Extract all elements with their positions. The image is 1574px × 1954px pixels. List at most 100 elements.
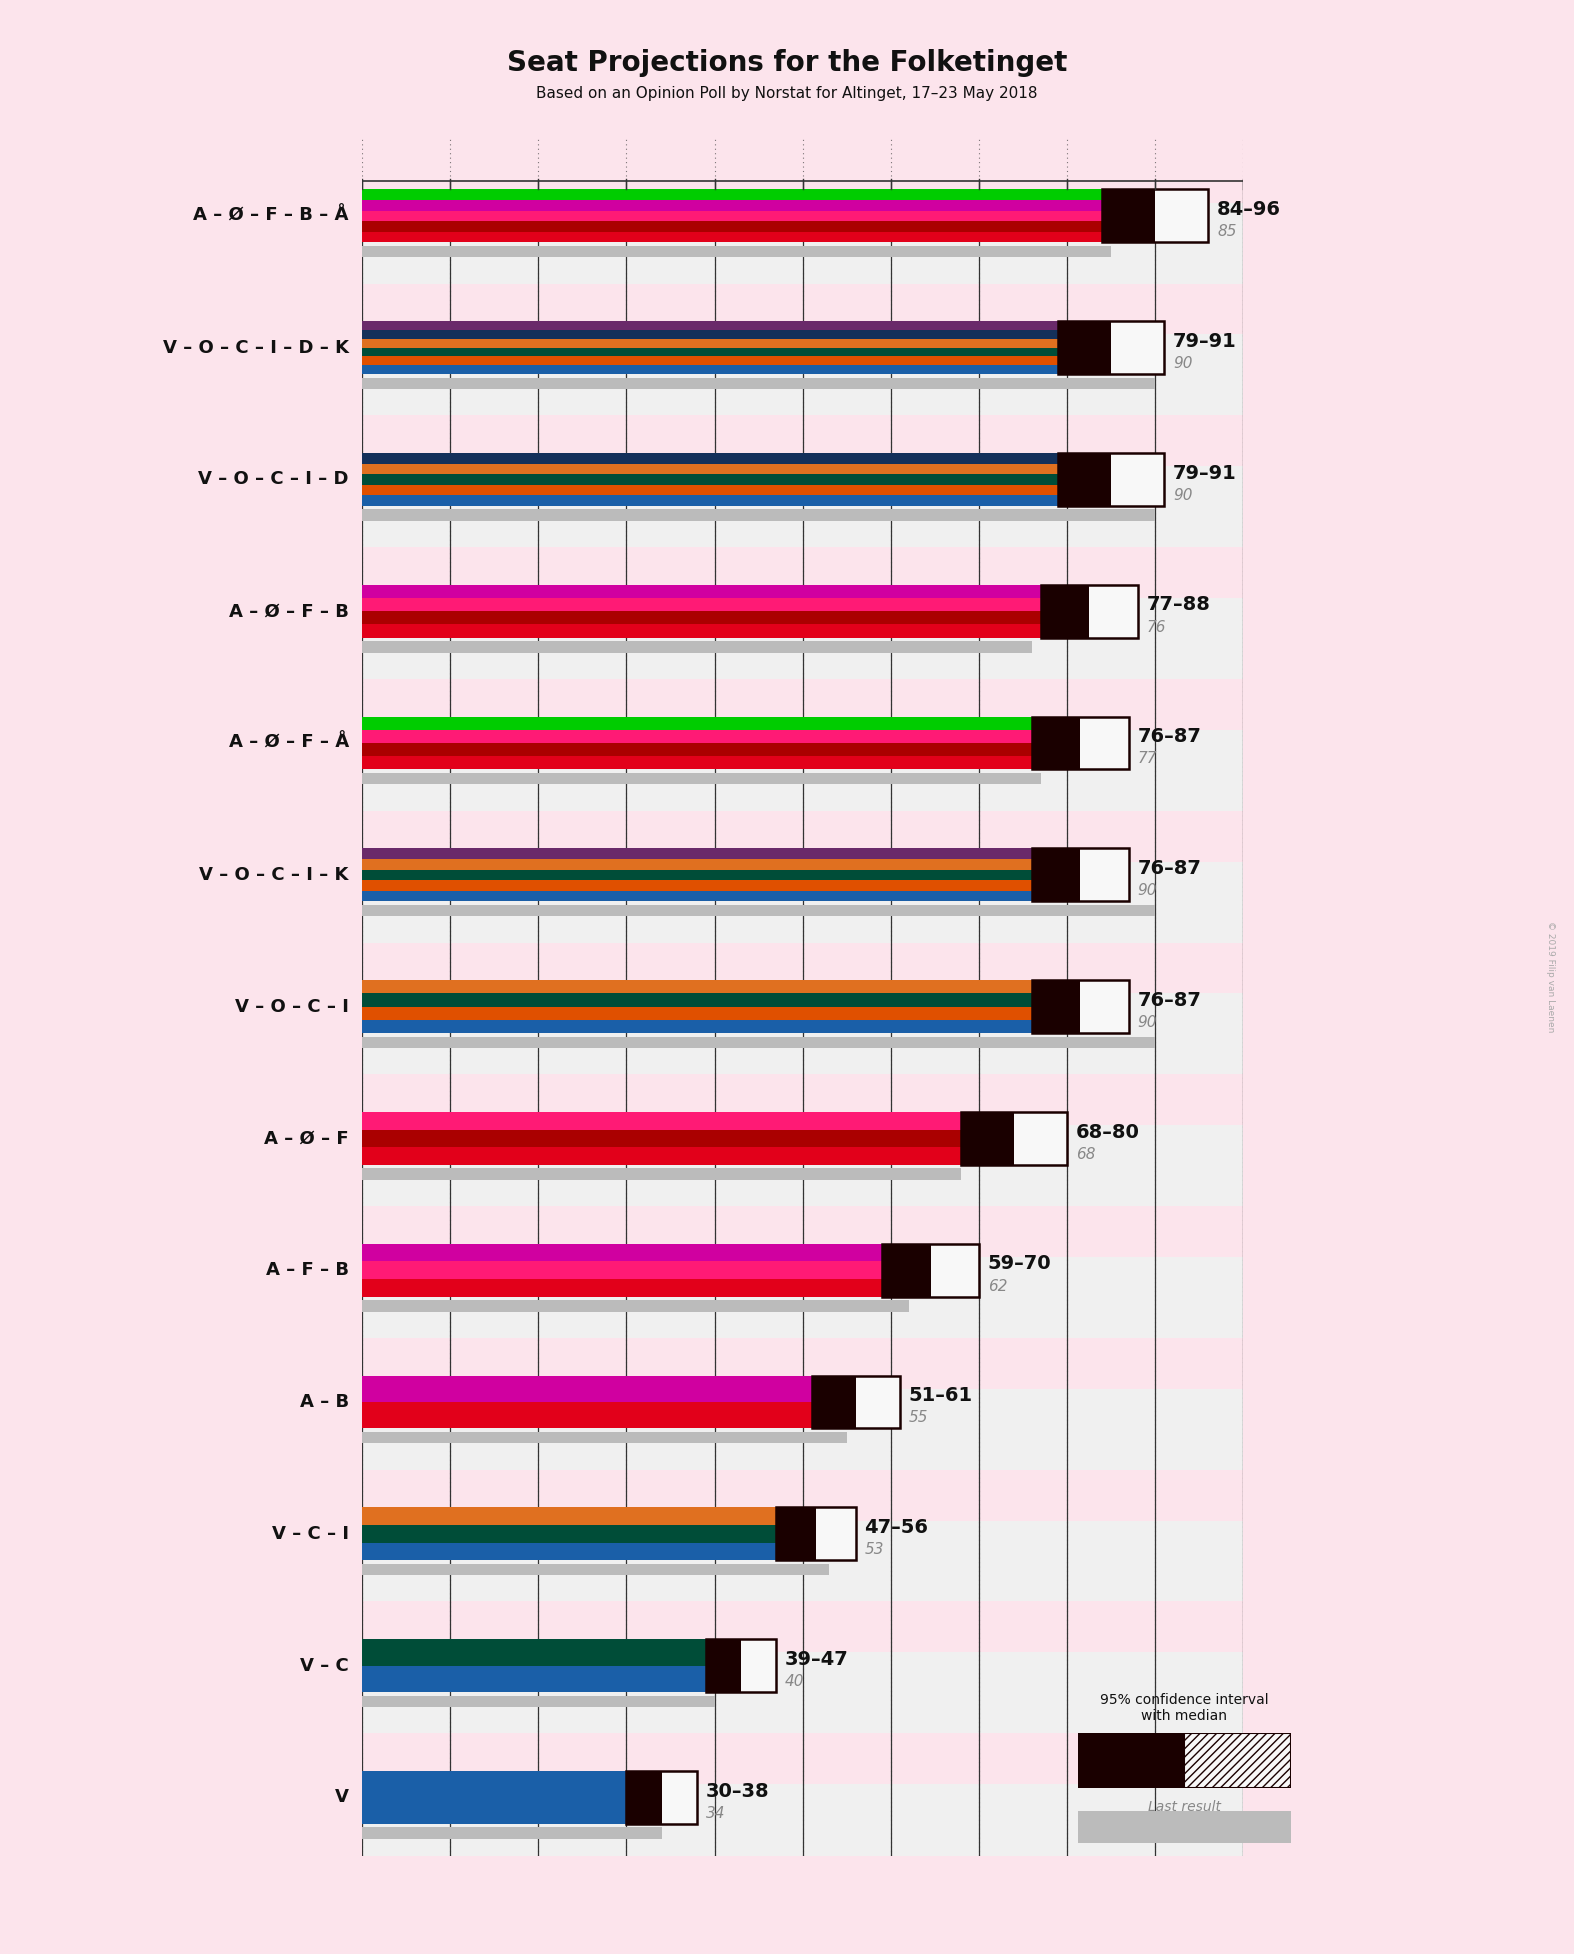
Bar bbox=[1033, 848, 1080, 901]
Text: 84–96: 84–96 bbox=[1217, 199, 1281, 219]
Text: Seat Projections for the Folketinget: Seat Projections for the Folketinget bbox=[507, 49, 1067, 76]
Bar bbox=[362, 221, 1209, 233]
Bar bbox=[626, 1770, 661, 1823]
Bar bbox=[362, 338, 1165, 348]
Text: V – O – C – I – K: V – O – C – I – K bbox=[200, 866, 349, 883]
Text: 34: 34 bbox=[705, 1805, 726, 1821]
Bar bbox=[362, 356, 1165, 365]
Text: 90: 90 bbox=[1173, 356, 1193, 371]
Text: V: V bbox=[335, 1788, 349, 1805]
Bar bbox=[1058, 320, 1111, 373]
Text: 68–80: 68–80 bbox=[1077, 1124, 1140, 1141]
Bar bbox=[362, 1036, 1155, 1047]
Bar bbox=[362, 1376, 900, 1403]
Bar bbox=[362, 377, 1155, 389]
Bar bbox=[362, 211, 1209, 221]
Bar bbox=[1058, 453, 1165, 506]
Text: 47–56: 47–56 bbox=[864, 1518, 929, 1538]
Bar bbox=[1155, 190, 1209, 242]
Text: 77–88: 77–88 bbox=[1146, 596, 1210, 614]
Bar bbox=[362, 717, 1129, 731]
Bar bbox=[362, 860, 1129, 870]
Text: 76: 76 bbox=[1146, 619, 1166, 635]
Bar bbox=[362, 348, 1165, 356]
Bar bbox=[362, 1262, 979, 1280]
Text: 62: 62 bbox=[988, 1278, 1007, 1294]
Bar bbox=[362, 862, 1243, 942]
Bar bbox=[362, 199, 1209, 211]
Bar bbox=[776, 1507, 856, 1559]
Bar bbox=[1014, 1112, 1067, 1165]
Text: 40: 40 bbox=[785, 1675, 804, 1688]
Bar bbox=[362, 475, 1165, 485]
Bar bbox=[362, 1020, 1129, 1034]
Bar bbox=[856, 1376, 900, 1428]
Bar bbox=[1058, 453, 1111, 506]
Bar bbox=[362, 246, 1111, 258]
Text: V – O – C – I: V – O – C – I bbox=[235, 998, 349, 1016]
Bar bbox=[362, 453, 1165, 463]
Text: V – O – C – I – D – K: V – O – C – I – D – K bbox=[162, 338, 349, 358]
Bar bbox=[362, 1639, 776, 1665]
Text: Last result: Last result bbox=[1147, 1800, 1221, 1813]
Bar bbox=[962, 1112, 1014, 1165]
Text: 39–47: 39–47 bbox=[785, 1649, 848, 1669]
Bar bbox=[362, 1563, 829, 1575]
Text: 30–38: 30–38 bbox=[705, 1782, 770, 1800]
Bar bbox=[1033, 717, 1129, 770]
Bar bbox=[362, 1168, 962, 1180]
Bar bbox=[1033, 848, 1129, 901]
Text: 90: 90 bbox=[1138, 1014, 1157, 1030]
Bar bbox=[1078, 1733, 1184, 1788]
Bar bbox=[362, 1524, 856, 1542]
Text: 59–70: 59–70 bbox=[988, 1254, 1051, 1274]
Bar bbox=[362, 743, 1129, 756]
Bar bbox=[362, 1147, 1067, 1165]
Text: 53: 53 bbox=[864, 1542, 885, 1557]
Bar bbox=[362, 320, 1165, 330]
Bar bbox=[1089, 584, 1138, 637]
Bar bbox=[362, 1389, 1243, 1469]
Bar bbox=[362, 1653, 1243, 1733]
Text: 76–87: 76–87 bbox=[1138, 860, 1201, 877]
Bar bbox=[362, 981, 1129, 993]
Bar bbox=[705, 1639, 776, 1692]
Bar bbox=[362, 774, 1040, 784]
Bar bbox=[1033, 717, 1080, 770]
Bar bbox=[962, 1112, 1067, 1165]
Bar bbox=[881, 1245, 930, 1297]
Bar bbox=[362, 330, 1165, 338]
Bar bbox=[362, 612, 1138, 625]
Bar bbox=[362, 848, 1129, 860]
Bar bbox=[815, 1507, 856, 1559]
Text: A – Ø – F – B: A – Ø – F – B bbox=[228, 602, 349, 619]
Bar bbox=[362, 1403, 900, 1428]
Bar bbox=[1040, 584, 1089, 637]
Bar bbox=[1033, 981, 1080, 1034]
Bar bbox=[362, 1299, 908, 1311]
Text: 90: 90 bbox=[1138, 883, 1157, 899]
Bar bbox=[362, 625, 1138, 637]
Text: V – C: V – C bbox=[301, 1657, 349, 1675]
Bar bbox=[362, 1280, 979, 1297]
Bar bbox=[1111, 320, 1165, 373]
Bar bbox=[362, 1665, 776, 1692]
Bar bbox=[705, 1639, 741, 1692]
Bar bbox=[362, 510, 1155, 522]
Text: 76–87: 76–87 bbox=[1138, 991, 1201, 1010]
Text: 79–91: 79–91 bbox=[1173, 332, 1237, 352]
Bar bbox=[812, 1376, 900, 1428]
Bar bbox=[362, 598, 1138, 612]
Bar bbox=[362, 485, 1165, 494]
Text: 68: 68 bbox=[1077, 1147, 1096, 1163]
Text: A – Ø – F: A – Ø – F bbox=[264, 1129, 349, 1147]
Text: 95% confidence interval
with median: 95% confidence interval with median bbox=[1100, 1694, 1269, 1723]
Text: A – F – B: A – F – B bbox=[266, 1260, 349, 1280]
Bar bbox=[1080, 848, 1129, 901]
Text: © 2019 Filip van Laenen: © 2019 Filip van Laenen bbox=[1546, 922, 1555, 1032]
Bar bbox=[930, 1245, 979, 1297]
Bar bbox=[362, 1126, 1243, 1206]
Bar bbox=[1080, 981, 1129, 1034]
Bar bbox=[362, 463, 1165, 475]
Bar bbox=[362, 584, 1138, 598]
